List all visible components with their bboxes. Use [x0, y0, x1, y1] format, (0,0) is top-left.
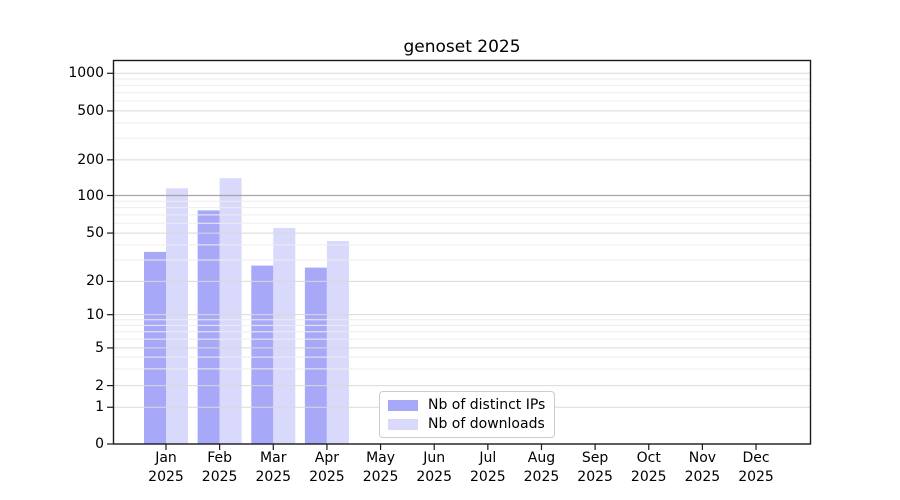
x-tick-label-apr: Apr 2025 [309, 449, 345, 487]
year-label: 2025 [416, 469, 453, 485]
y-tick-label-5: 5 [95, 339, 104, 356]
y-tick-label-50: 50 [86, 225, 104, 242]
month-label: Dec [742, 450, 770, 466]
x-tick-label-jan: Jan 2025 [148, 449, 184, 487]
month-label: Sep [581, 450, 609, 466]
bar-downloads-feb [219, 178, 242, 444]
y-tick-label-100: 100 [77, 187, 104, 204]
x-tick-label-sep: Sep 2025 [577, 449, 613, 487]
legend-item-downloads: Nb of downloads [388, 416, 545, 432]
legend-label-downloads: Nb of downloads [428, 416, 545, 432]
year-label: 2025 [255, 469, 292, 485]
bar-distinct-ips-mar [251, 265, 274, 444]
y-tick-label-200: 200 [77, 151, 104, 168]
bar-distinct-ips-apr [304, 267, 327, 444]
x-tick-label-aug: Aug 2025 [524, 449, 560, 487]
y-tick-label-1: 1 [95, 399, 104, 416]
bar-distinct-ips-feb [197, 210, 220, 444]
y-tick-label-0: 0 [95, 436, 104, 452]
legend-item-distinct-ips: Nb of distinct IPs [388, 397, 545, 413]
bar-downloads-mar [273, 227, 296, 444]
legend-swatch-downloads [388, 418, 418, 430]
year-label: 2025 [362, 469, 399, 485]
legend-swatch-distinct-ips [388, 399, 418, 411]
bar-downloads-apr [326, 241, 349, 444]
month-label: Mar [260, 450, 287, 466]
x-tick-label-may: May 2025 [363, 449, 399, 487]
year-label: 2025 [577, 469, 613, 485]
legend-label-distinct-ips: Nb of distinct IPs [428, 397, 546, 413]
plot-area [107, 59, 812, 450]
x-tick-label-mar: Mar 2025 [255, 449, 291, 487]
month-label: Apr [314, 450, 340, 466]
axis-frame [112, 59, 812, 445]
y-tick-label-20: 20 [86, 273, 104, 290]
month-label: Jun [423, 450, 446, 466]
year-label: 2025 [148, 469, 184, 485]
x-tick-label-feb: Feb 2025 [202, 449, 238, 487]
year-label: 2025 [523, 469, 560, 485]
x-tick-label-oct: Oct 2025 [631, 449, 667, 487]
year-label: 2025 [309, 469, 345, 485]
month-label: Jan [155, 450, 177, 466]
x-tick-label-dec: Dec 2025 [738, 449, 774, 487]
chart-title: genoset 2025 [403, 37, 521, 57]
year-label: 2025 [684, 469, 721, 485]
month-label: May [366, 450, 396, 466]
month-label: Nov [688, 450, 717, 466]
legend: Nb of distinct IPs Nb of downloads [379, 391, 556, 438]
year-label: 2025 [738, 469, 774, 485]
year-label: 2025 [630, 469, 667, 485]
month-label: Jul [479, 450, 497, 466]
y-tick-label-500: 500 [77, 102, 104, 119]
x-tick-label-nov: Nov 2025 [685, 449, 721, 487]
month-label: Oct [636, 450, 661, 466]
y-tick-label-10: 10 [86, 306, 104, 323]
x-tick-label-jul: Jul 2025 [470, 449, 506, 487]
y-tick-label-1000: 1000 [68, 65, 104, 82]
month-label: Feb [207, 450, 233, 466]
year-label: 2025 [201, 469, 238, 485]
month-label: Aug [527, 450, 556, 466]
x-tick-label-jun: Jun 2025 [416, 449, 452, 487]
bar-downloads-jan [166, 188, 188, 444]
year-label: 2025 [470, 469, 506, 485]
y-tick-label-2: 2 [95, 377, 104, 394]
